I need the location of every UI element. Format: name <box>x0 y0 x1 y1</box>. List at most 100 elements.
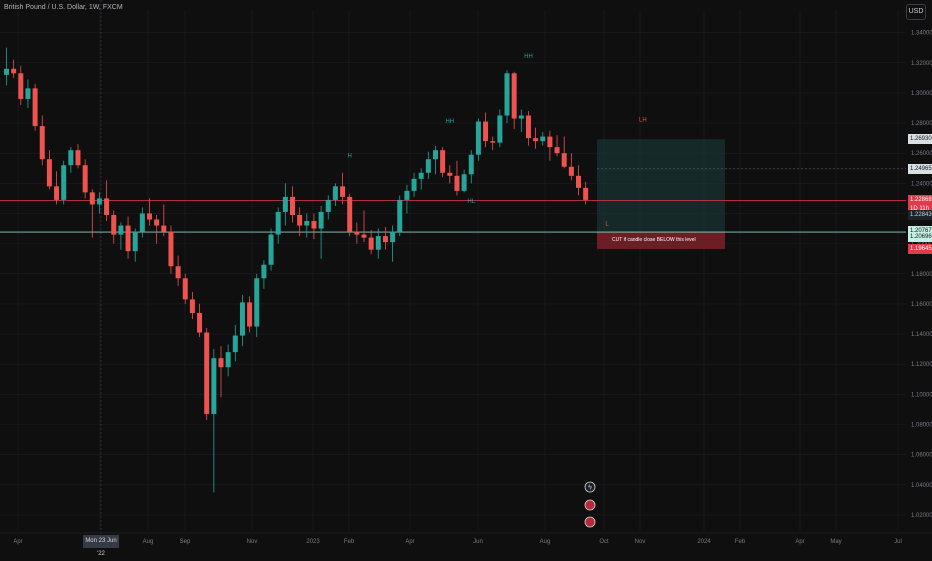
candle[interactable] <box>483 112 489 148</box>
candle[interactable] <box>261 260 267 289</box>
candle[interactable] <box>218 346 224 398</box>
candle[interactable] <box>390 225 396 262</box>
candle[interactable] <box>46 150 52 190</box>
candle[interactable] <box>554 135 560 157</box>
candle[interactable] <box>547 130 553 161</box>
candle[interactable] <box>440 147 446 178</box>
stop-zone[interactable] <box>597 232 725 249</box>
candle[interactable] <box>82 159 88 199</box>
candle[interactable] <box>576 165 581 196</box>
candle[interactable] <box>411 172 417 197</box>
candle[interactable] <box>118 222 124 250</box>
candle-body <box>268 234 274 265</box>
candle[interactable] <box>54 171 60 205</box>
candle[interactable] <box>511 71 517 130</box>
candle[interactable] <box>490 136 496 151</box>
candle[interactable] <box>468 150 474 184</box>
candle-body <box>46 159 52 187</box>
candle[interactable] <box>147 198 152 226</box>
candle[interactable] <box>4 47 9 86</box>
time-axis[interactable]: Apr May Aug Sep Nov 2023 Feb Apr Jun Aug Oct Nov 202… <box>0 532 932 545</box>
candle[interactable] <box>533 127 539 149</box>
candle[interactable] <box>475 118 481 161</box>
flag-marker-icon[interactable] <box>584 499 596 511</box>
candle[interactable] <box>182 273 188 304</box>
candle[interactable] <box>104 180 110 222</box>
candle[interactable] <box>425 151 431 179</box>
candle[interactable] <box>204 328 210 420</box>
candle[interactable] <box>497 109 503 148</box>
candle[interactable] <box>568 153 574 181</box>
candle[interactable] <box>297 207 303 237</box>
candle[interactable] <box>375 228 381 259</box>
candle[interactable] <box>311 213 317 240</box>
candle[interactable] <box>525 110 531 146</box>
candle[interactable] <box>361 210 367 243</box>
candle[interactable] <box>404 184 410 214</box>
candle[interactable] <box>275 207 281 244</box>
candle[interactable] <box>447 165 453 184</box>
candle[interactable] <box>454 160 460 196</box>
candle[interactable] <box>518 109 524 133</box>
candle[interactable] <box>168 225 174 274</box>
candle[interactable] <box>25 79 31 108</box>
candle[interactable] <box>397 195 403 237</box>
candle[interactable] <box>583 181 589 205</box>
candle[interactable] <box>504 70 510 124</box>
candle[interactable] <box>61 160 67 205</box>
candle[interactable] <box>340 172 346 205</box>
candle[interactable] <box>197 303 203 338</box>
candle[interactable] <box>189 291 195 319</box>
candle[interactable] <box>154 214 160 244</box>
candle[interactable] <box>75 144 81 169</box>
time-tick-label: Jun <box>473 539 483 545</box>
candle-body <box>454 175 460 191</box>
candle[interactable] <box>96 192 102 214</box>
candle[interactable] <box>32 83 38 131</box>
candle[interactable] <box>461 169 467 193</box>
candle[interactable] <box>368 230 374 255</box>
candle[interactable] <box>125 216 131 259</box>
candle[interactable] <box>39 115 45 166</box>
candle[interactable] <box>332 183 338 206</box>
candle[interactable] <box>132 228 138 262</box>
candle[interactable] <box>282 183 288 226</box>
event-markers[interactable]: ϟ <box>584 481 596 528</box>
symbol-title[interactable]: British Pound / U.S. Dollar, 1W, FXCM <box>4 4 123 11</box>
candle[interactable] <box>211 349 217 493</box>
candle[interactable] <box>354 222 360 244</box>
candle[interactable] <box>433 145 438 175</box>
candle[interactable] <box>111 210 117 244</box>
candle[interactable] <box>290 186 295 223</box>
candle[interactable] <box>254 273 260 338</box>
candle[interactable] <box>382 227 388 250</box>
candle[interactable] <box>18 65 24 105</box>
candle[interactable] <box>161 204 167 237</box>
candle[interactable] <box>418 168 424 190</box>
flag-marker-icon[interactable] <box>584 516 596 528</box>
candle[interactable] <box>304 213 310 238</box>
candle[interactable] <box>561 136 567 169</box>
candle[interactable] <box>68 147 74 173</box>
candle[interactable] <box>325 195 331 220</box>
candle[interactable] <box>11 59 17 78</box>
candle[interactable] <box>540 132 546 146</box>
candle[interactable] <box>175 255 181 286</box>
target-zone[interactable] <box>597 139 725 233</box>
candle-body <box>418 172 424 179</box>
candle[interactable] <box>232 325 238 362</box>
currency-button[interactable]: USD <box>906 4 926 20</box>
price-tag: 1.19645 <box>908 243 932 254</box>
candle[interactable] <box>225 344 231 377</box>
candle-body <box>325 199 331 212</box>
candle[interactable] <box>318 205 324 259</box>
candle-body <box>332 186 338 200</box>
candle[interactable] <box>347 193 353 237</box>
candle[interactable] <box>139 207 145 238</box>
candle[interactable] <box>89 189 95 238</box>
candle[interactable] <box>247 296 253 333</box>
candle[interactable] <box>268 228 274 271</box>
event-marker-icon[interactable] <box>584 481 596 493</box>
candle[interactable] <box>239 294 245 347</box>
